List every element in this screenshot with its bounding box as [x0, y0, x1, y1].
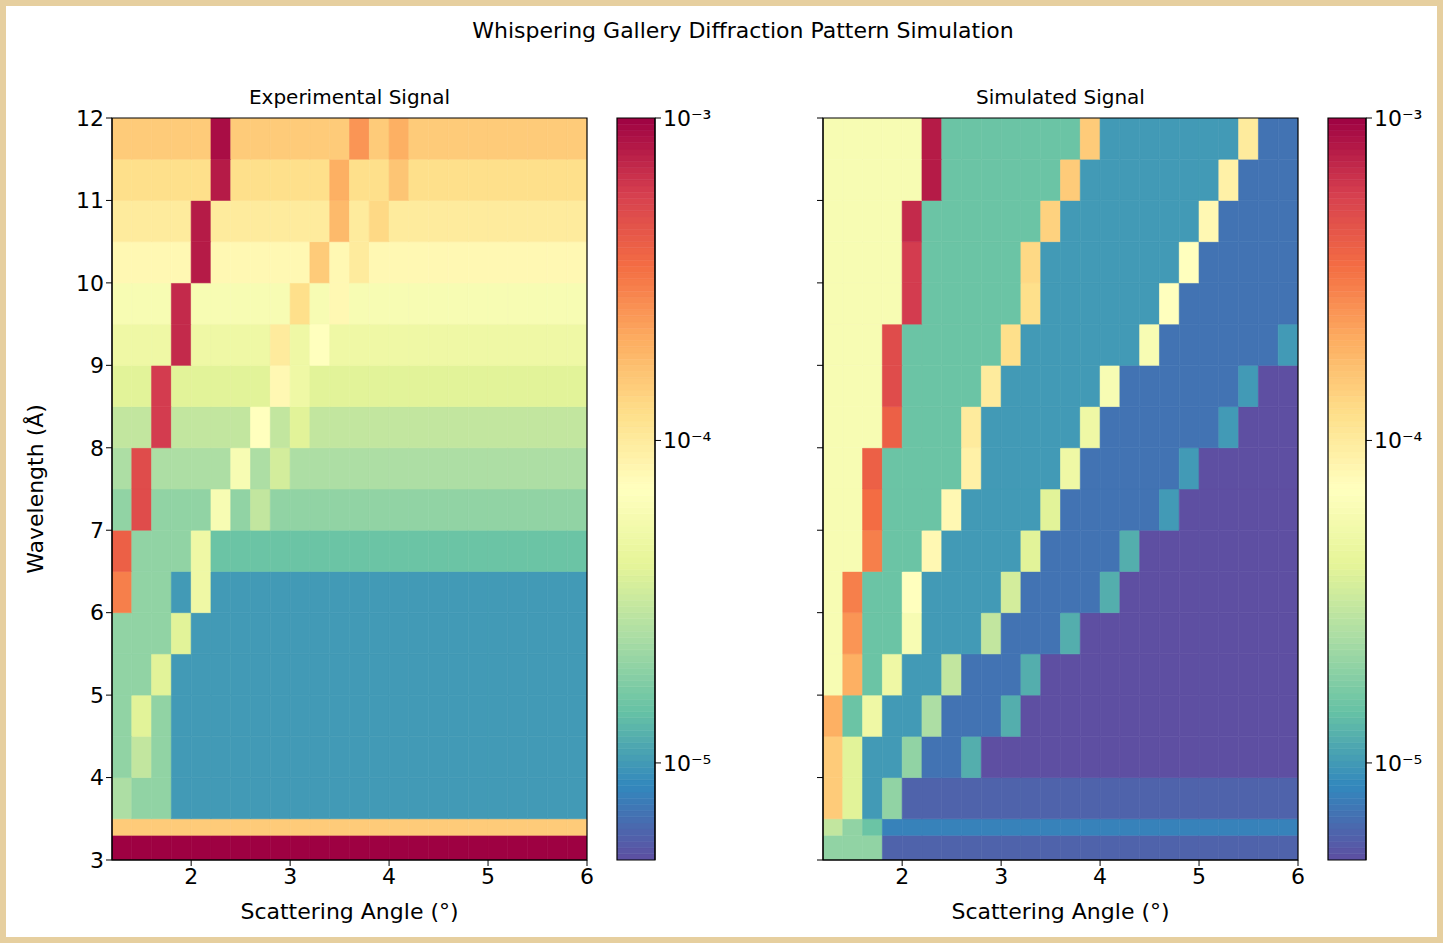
svg-text:6: 6: [90, 600, 104, 625]
svg-text:3: 3: [283, 864, 297, 889]
html-text:Wavelength (Å): Wavelength (Å): [23, 404, 48, 574]
svg-text:11: 11: [76, 188, 104, 213]
svg-text:2: 2: [184, 864, 198, 889]
svg-text:4: 4: [90, 765, 104, 790]
svg-text:5: 5: [90, 683, 104, 708]
svg-text:3: 3: [90, 848, 104, 873]
svg-text:10: 10: [76, 271, 104, 296]
svg-text:6: 6: [580, 864, 594, 889]
svg-text:6: 6: [1291, 864, 1305, 889]
svg-text:9: 9: [90, 353, 104, 378]
svg-text:10⁻⁵: 10⁻⁵: [1374, 751, 1422, 776]
svg-text:5: 5: [481, 864, 495, 889]
html-text:Simulated Signal: Simulated Signal: [976, 85, 1145, 109]
svg-text:7: 7: [90, 518, 104, 543]
html-text:Whispering Gallery Diffraction: Whispering Gallery Diffraction Pattern S…: [472, 18, 1014, 43]
svg-text:12: 12: [76, 106, 104, 131]
svg-text:10⁻³: 10⁻³: [663, 106, 711, 131]
svg-text:10⁻⁴: 10⁻⁴: [663, 428, 712, 453]
svg-text:10⁻⁴: 10⁻⁴: [1374, 428, 1423, 453]
svg-text:10⁻³: 10⁻³: [1374, 106, 1422, 131]
svg-text:4: 4: [382, 864, 396, 889]
svg-text:10⁻⁵: 10⁻⁵: [663, 751, 711, 776]
svg-text:2: 2: [895, 864, 909, 889]
svg-text:5: 5: [1192, 864, 1206, 889]
html-text:Experimental Signal: Experimental Signal: [248, 85, 451, 109]
html-text:Scattering Angle (°): Scattering Angle (°): [240, 899, 459, 924]
svg-text:3: 3: [994, 864, 1008, 889]
svg-text:8: 8: [90, 436, 104, 461]
svg-text:4: 4: [1093, 864, 1107, 889]
html-text:Scattering Angle (°): Scattering Angle (°): [951, 899, 1170, 924]
